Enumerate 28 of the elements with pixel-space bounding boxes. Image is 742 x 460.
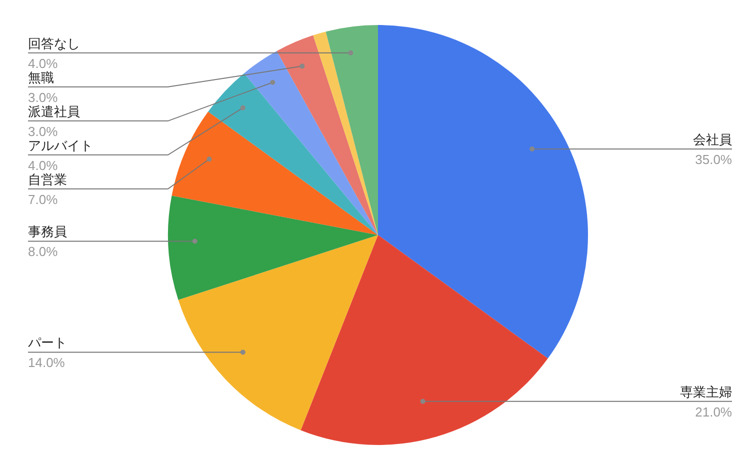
- slice-label: 派遣社員: [28, 104, 80, 120]
- data-label: 8.0%: [28, 244, 58, 260]
- pie-slice: [178, 235, 378, 430]
- slice-label: アルバイト: [28, 138, 93, 154]
- data-label: 21.0%: [695, 404, 732, 420]
- slice-label: 自営業: [28, 172, 67, 188]
- slice-label: 事務員: [28, 225, 67, 240]
- pie-slice: [300, 235, 548, 445]
- pie-slice: [276, 35, 378, 235]
- pie-slice: [378, 25, 588, 358]
- data-label: 35.0%: [695, 152, 732, 167]
- pie-slice: [244, 50, 378, 235]
- slice-label: 無職: [28, 70, 54, 86]
- slice-label: パート: [27, 336, 67, 352]
- data-label: 4.0%: [28, 56, 58, 71]
- data-label: 3.0%: [28, 90, 58, 105]
- slice-label: 専業主婦: [680, 384, 732, 400]
- pie-slice: [313, 32, 378, 235]
- slice-label: 回答なし: [28, 36, 80, 52]
- pie-slice: [172, 112, 378, 235]
- data-label: 14.0%: [28, 355, 66, 370]
- pie-slice: [326, 25, 378, 235]
- pie-slice: [208, 73, 378, 235]
- pie-slice: [168, 196, 378, 300]
- slice-label: 会社員: [693, 132, 732, 148]
- data-label: 3.0%: [28, 124, 58, 139]
- data-label: 4.0%: [28, 158, 58, 173]
- data-label: 7.0%: [28, 192, 58, 207]
